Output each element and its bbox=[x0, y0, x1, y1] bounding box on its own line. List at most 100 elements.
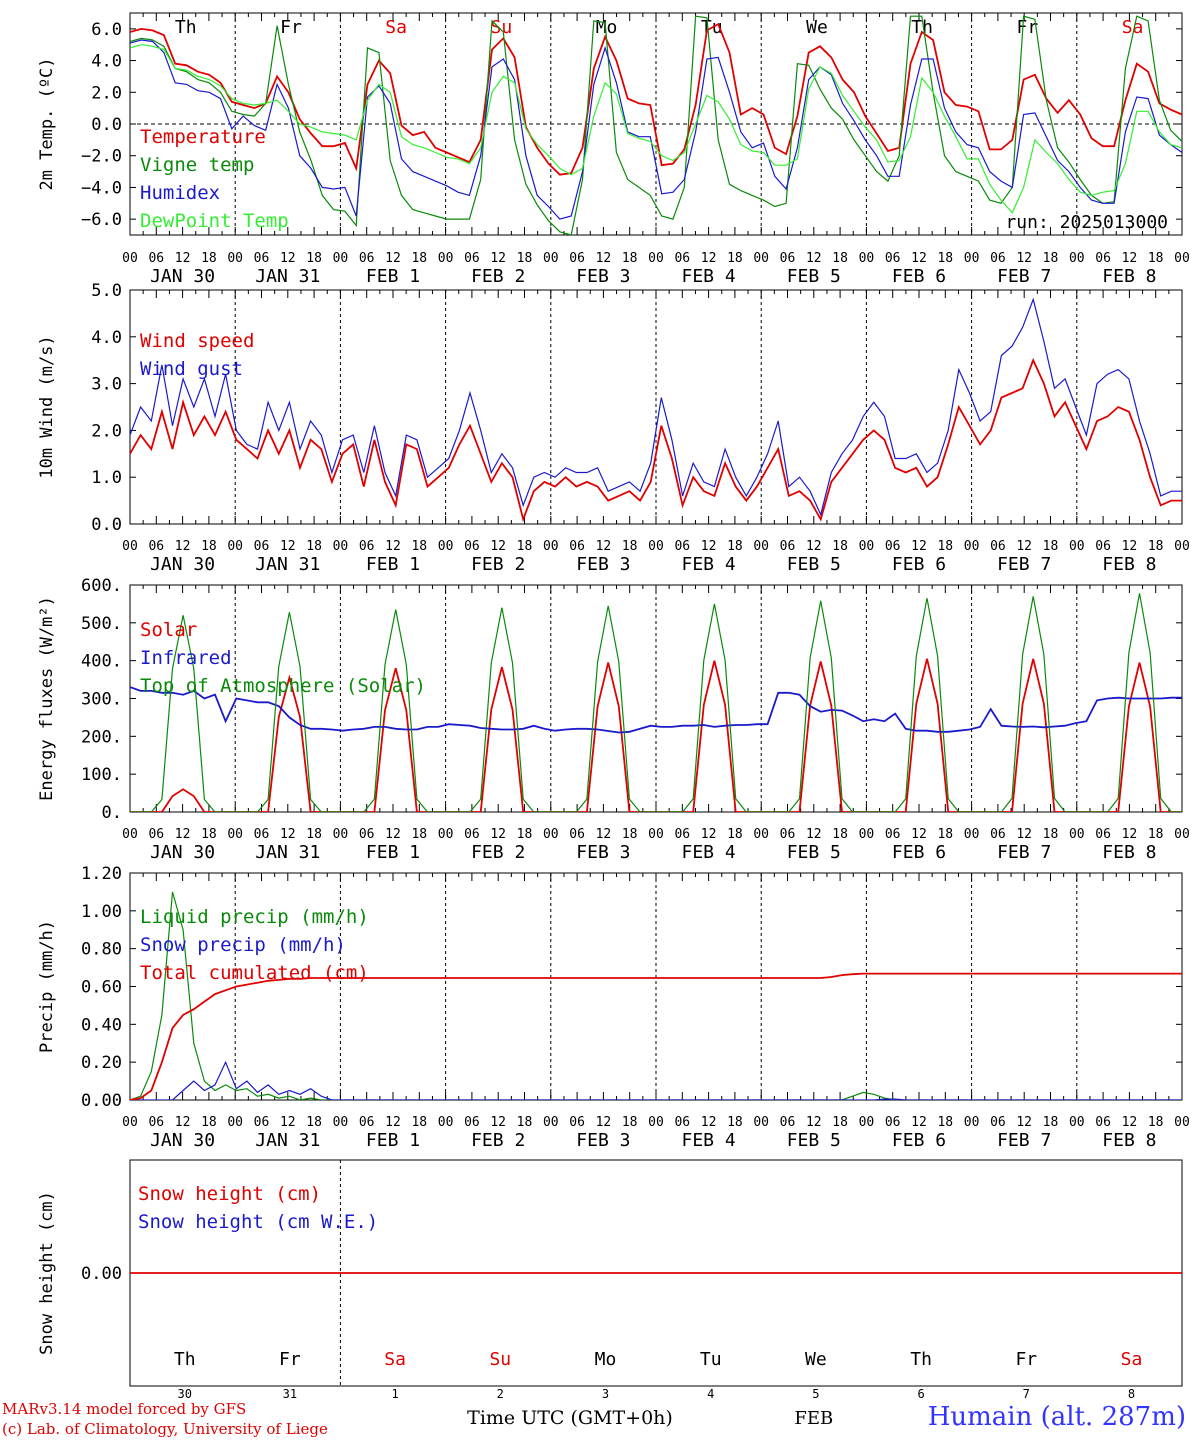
x-hour-label: 00 bbox=[438, 1115, 454, 1130]
x-date-label: FEB 8 bbox=[1102, 266, 1156, 287]
y-tick-label: 4.0 bbox=[91, 328, 122, 348]
x-hour-label: 00 bbox=[964, 251, 980, 266]
x-hour-label: 12 bbox=[701, 539, 717, 554]
x-hour-label: 18 bbox=[622, 539, 638, 554]
x-hour-label: 00 bbox=[753, 827, 769, 842]
x-date-label: FEB 3 bbox=[576, 1130, 630, 1151]
x-hour-label: 00 bbox=[648, 539, 664, 554]
series-line bbox=[130, 22, 1182, 176]
x-hour-label: 00 bbox=[964, 539, 980, 554]
x-hour-label: 00 bbox=[964, 1115, 980, 1130]
x-hour-label: 18 bbox=[622, 827, 638, 842]
x-hour-label: 18 bbox=[517, 539, 533, 554]
x-hour-label: 00 bbox=[543, 251, 559, 266]
x-hour-label: 06 bbox=[990, 827, 1006, 842]
x-hour-label: 18 bbox=[622, 1115, 638, 1130]
x-hour-label: 00 bbox=[438, 251, 454, 266]
x-hour-label: 00 bbox=[1069, 251, 1085, 266]
x-hour-label: 06 bbox=[780, 1115, 796, 1130]
x-date-label: FEB 7 bbox=[997, 554, 1051, 575]
x-date-label: FEB 1 bbox=[366, 1130, 420, 1151]
x-date-label: FEB 1 bbox=[366, 266, 420, 287]
series-line bbox=[130, 39, 1182, 220]
x-hour-label: 06 bbox=[254, 251, 270, 266]
x-hour-label: 06 bbox=[254, 539, 270, 554]
x-date-label: FEB 8 bbox=[1102, 842, 1156, 863]
x-hour-label: 06 bbox=[464, 539, 480, 554]
legend-entry: Liquid precip (mm/h) bbox=[140, 906, 369, 928]
x-hour-label: 06 bbox=[885, 827, 901, 842]
x-hour-label: 12 bbox=[1122, 251, 1138, 266]
x-hour-label: 00 bbox=[1174, 251, 1190, 266]
x-hour-label: 18 bbox=[832, 251, 848, 266]
y-tick-label: 100. bbox=[81, 765, 122, 785]
series-group bbox=[130, 297, 1182, 523]
x-hour-label: 18 bbox=[306, 539, 322, 554]
x-date-label: FEB 3 bbox=[576, 842, 630, 863]
y-tick-label: 1.00 bbox=[81, 902, 122, 922]
x-hour-label: 18 bbox=[1043, 539, 1059, 554]
x-hour-label: 12 bbox=[911, 251, 927, 266]
x-date-label: FEB 2 bbox=[471, 842, 525, 863]
x-hour-label: 18 bbox=[411, 827, 427, 842]
x-hour-label: 12 bbox=[385, 1115, 401, 1130]
x-hour-label: 12 bbox=[490, 1115, 506, 1130]
station-name: Humain (alt. 287m) bbox=[927, 1402, 1186, 1432]
y-tick-label: 2.0 bbox=[91, 83, 122, 103]
x-hour-label: 06 bbox=[674, 827, 690, 842]
day-of-week-label: Sa bbox=[1121, 1349, 1143, 1370]
x-hour-label: 06 bbox=[885, 1115, 901, 1130]
x-hour-label: 18 bbox=[622, 251, 638, 266]
x-hour-label: 12 bbox=[385, 539, 401, 554]
x-date-label: FEB 3 bbox=[576, 554, 630, 575]
x-hour-label: 00 bbox=[648, 251, 664, 266]
x-hour-label: 12 bbox=[1122, 539, 1138, 554]
day-of-week-label: Su bbox=[489, 1349, 511, 1370]
x-hour-label: 18 bbox=[1043, 827, 1059, 842]
x-hour-label: 18 bbox=[832, 827, 848, 842]
x-hour-label: 12 bbox=[175, 1115, 191, 1130]
x-hour-label: 18 bbox=[832, 1115, 848, 1130]
y-tick-label: −6.0 bbox=[81, 210, 122, 230]
y-tick-label: 1.0 bbox=[91, 468, 122, 488]
x-date-label: JAN 30 bbox=[150, 554, 215, 575]
y-tick-label: 6.0 bbox=[91, 20, 122, 40]
x-hour-label: 12 bbox=[701, 827, 717, 842]
x-date-label: FEB 5 bbox=[787, 554, 841, 575]
x-date-label: JAN 31 bbox=[255, 266, 320, 287]
x-hour-label: 18 bbox=[937, 251, 953, 266]
x-hour-label: 06 bbox=[359, 827, 375, 842]
x-date-label: FEB 4 bbox=[682, 1130, 736, 1151]
x-hour-label: 12 bbox=[596, 827, 612, 842]
x-hour-label: 18 bbox=[937, 1115, 953, 1130]
x-hour-label: 12 bbox=[1016, 827, 1032, 842]
day-number-label: 31 bbox=[283, 1387, 297, 1401]
x-hour-label: 12 bbox=[280, 1115, 296, 1130]
day-number-label: 4 bbox=[707, 1387, 714, 1401]
x-hour-label: 06 bbox=[359, 1115, 375, 1130]
day-of-week-label: Fr bbox=[279, 1349, 301, 1370]
x-hour-label: 00 bbox=[227, 1115, 243, 1130]
x-hour-label: 18 bbox=[306, 251, 322, 266]
y-tick-label: 4.0 bbox=[91, 52, 122, 72]
day-of-week-label: Th bbox=[910, 1349, 932, 1370]
y-tick-label: 500. bbox=[81, 614, 122, 634]
x-hour-label: 18 bbox=[306, 1115, 322, 1130]
x-hour-label: 18 bbox=[517, 251, 533, 266]
x-hour-label: 18 bbox=[411, 1115, 427, 1130]
y-axis-title: 2m Temp. (ºC) bbox=[37, 57, 57, 190]
x-hour-label: 00 bbox=[1069, 1115, 1085, 1130]
x-hour-label: 00 bbox=[122, 1115, 138, 1130]
day-of-week-label: Tu bbox=[700, 1349, 722, 1370]
x-hour-label: 18 bbox=[201, 1115, 217, 1130]
x-hour-label: 12 bbox=[911, 827, 927, 842]
x-hour-label: 18 bbox=[727, 827, 743, 842]
x-hour-label: 12 bbox=[490, 539, 506, 554]
y-tick-label: 400. bbox=[81, 652, 122, 672]
x-hour-label: 18 bbox=[306, 827, 322, 842]
x-hour-label: 00 bbox=[1069, 827, 1085, 842]
day-number-label: 2 bbox=[497, 1387, 504, 1401]
day-number-label: 8 bbox=[1128, 1387, 1135, 1401]
y-tick-label: 300. bbox=[81, 690, 122, 710]
y-tick-label: 200. bbox=[81, 727, 122, 747]
